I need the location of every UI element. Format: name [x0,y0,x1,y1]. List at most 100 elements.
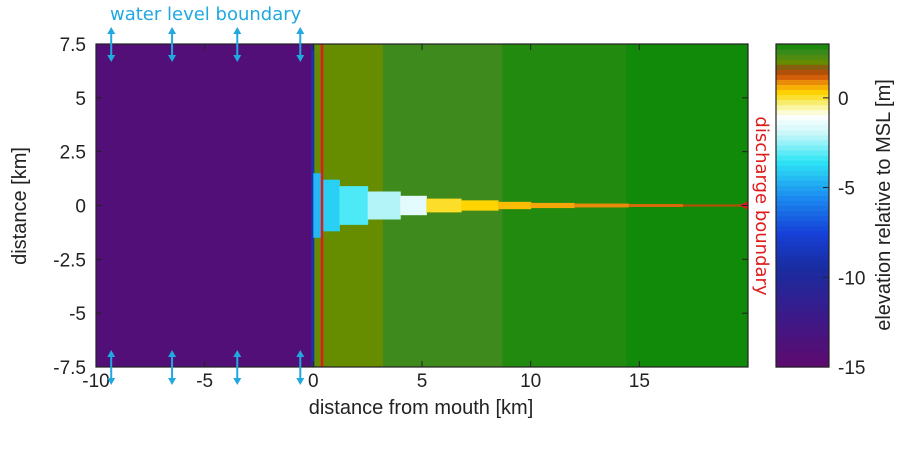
y-tick-label: 0 [75,197,86,218]
x-tick-label: 5 [417,371,428,392]
colorbar-swatch [776,114,829,121]
y-tick-label: -2.5 [53,250,86,271]
channel-segment [367,191,401,220]
colorbar-swatch [776,195,829,202]
colorbar-swatch [776,301,829,308]
colorbar-swatch [776,281,829,287]
colorbar-swatch [776,160,829,166]
colorbar-border [775,43,830,368]
colorbar-swatch [776,139,829,146]
colorbar-swatch [776,84,829,91]
water-level-arrow-bottom [296,350,305,385]
water-level-arrow-bottom [107,350,116,385]
colorbar-swatch [776,306,829,313]
water-level-arrow-top [168,27,177,62]
colorbar-swatch [776,59,829,65]
y-tick-label: -7.5 [53,358,86,379]
colorbar-tick-label: -10 [838,268,865,289]
channel-segment [530,202,575,209]
colorbar-swatch [776,200,829,207]
water-level-arrow-top [107,27,116,62]
discharge-boundary-label: discharge boundary [751,116,772,296]
colorbar-swatch [776,49,829,55]
colorbar-swatch [776,271,829,277]
channel-segment [574,203,629,208]
colorbar-swatch [776,74,829,80]
colorbar-swatch [776,286,829,292]
sea-region [96,44,314,367]
water-level-arrow-top [296,27,305,62]
colorbar-swatch [776,245,829,252]
colorbar-swatch [776,351,829,358]
x-tick-label: 15 [629,371,650,392]
colorbar-swatch [776,341,829,348]
channel-segment [426,198,462,213]
colorbar-swatch [776,266,829,272]
colorbar-tick-label: -5 [838,179,855,200]
water-level-arrow-bottom [233,350,242,385]
colorbar-swatch [776,205,829,212]
x-tick-label: 0 [308,371,319,392]
colorbar-swatch [776,165,829,171]
colorbar-swatch [776,129,829,136]
x-tick-label: 10 [520,371,541,392]
water-level-boundary-label: water level boundary [110,4,302,25]
colorbar-swatch [776,190,829,197]
colorbar-swatch [776,175,829,181]
colorbar-swatch [776,261,829,267]
channel-segment [400,195,427,216]
colorbar-swatch [776,89,829,96]
colorbar-swatch [776,144,829,151]
colorbar-swatch [776,361,829,368]
colorbar-swatch [776,155,829,161]
colorbar-swatch [776,180,829,186]
colorbar-swatch [776,316,829,323]
channel-segment [313,173,322,238]
colorbar-swatch [776,185,829,191]
y-tick-label: 2.5 [60,143,86,164]
colorbar-swatch [776,250,829,257]
colorbar-swatch [776,170,829,176]
colorbar-tick-label: -15 [838,358,865,379]
colorbar-swatch [776,346,829,353]
water-level-arrow-bottom [168,350,177,385]
x-axis: -10 -5 0 5 10 15 [82,44,650,392]
colorbar-label: elevation relative to MSL [m] [873,79,895,331]
colorbar-swatch [776,356,829,363]
y-tick-label: 7.5 [60,35,86,56]
colorbar-swatch [776,240,829,247]
colorbar-swatch [776,326,829,333]
colorbar-swatch [776,64,829,70]
colorbar-swatch [776,104,829,111]
colorbar-swatch [776,291,829,297]
colorbar-swatch [776,149,829,156]
colorbar-swatch [776,276,829,282]
colorbar-swatch [776,69,829,75]
channel-segment [339,186,369,225]
annotations [107,27,305,385]
colorbar-swatch [776,255,829,262]
colorbar-swatch [776,225,829,232]
colorbar-swatch [776,296,829,302]
y-axis: 7.5 5 2.5 0 -2.5 -5 -7.5 [53,35,748,379]
shoreline-strip [311,44,315,367]
colorbar-swatch [776,210,829,217]
colorbar-swatch [776,99,829,106]
x-tick-label: -10 [82,371,109,392]
channel-segment [320,179,340,232]
colorbar-swatch [776,44,829,50]
x-axis-label: distance from mouth [km] [309,397,534,419]
colorbar-swatch [776,230,829,237]
channel-segment [498,201,532,210]
y-tick-label: -5 [69,304,86,325]
colorbar-swatch [776,321,829,328]
colorbar-swatch [776,109,829,116]
colorbar-swatch [776,220,829,227]
colorbar: 0 -5 -10 -15 [775,43,865,379]
colorbar-swatch [776,124,829,131]
channel-segment [461,200,499,211]
x-tick-label: -5 [196,371,213,392]
y-axis-label: distance [km] [9,147,31,265]
channel-segment [628,203,684,208]
